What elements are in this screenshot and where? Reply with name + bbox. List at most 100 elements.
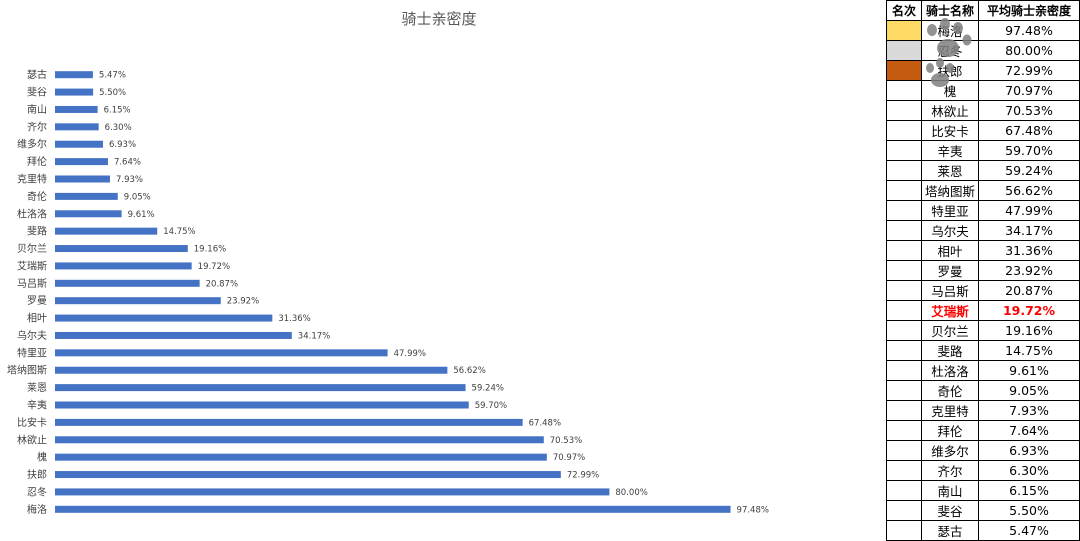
table-row: 相叶 31.36% [887, 240, 1080, 260]
table-row: 梅洛 97.48% [887, 20, 1080, 40]
intimacy-value-cell: 67.48% [979, 120, 1080, 140]
category-label: 槐 [37, 451, 47, 464]
bar [55, 471, 561, 478]
category-label: 莱恩 [27, 382, 47, 394]
data-label: 70.97% [553, 453, 585, 463]
table-row: 莱恩 59.24% [887, 160, 1080, 180]
intimacy-value-cell: 70.53% [979, 100, 1080, 120]
bar [55, 315, 272, 322]
knight-name-cell: 艾瑞斯 [922, 300, 979, 320]
table-row: 斐路 14.75% [887, 340, 1080, 360]
header-rank: 名次 [887, 1, 922, 21]
bar [55, 488, 609, 495]
intimacy-value-cell: 5.50% [979, 500, 1080, 520]
table-row: 槐 70.97% [887, 80, 1080, 100]
rank-cell [887, 120, 922, 140]
category-label: 瑟古 [27, 68, 47, 81]
bar [55, 210, 122, 217]
knight-name-cell: 相叶 [922, 240, 979, 260]
bar [55, 332, 292, 339]
table-row: 南山 6.15% [887, 480, 1080, 500]
bar [55, 228, 157, 235]
category-label: 比安卡 [17, 416, 47, 429]
bar [55, 384, 466, 391]
paw-print-icon [918, 16, 978, 88]
bar [55, 71, 93, 78]
intimacy-value-cell: 59.24% [979, 160, 1080, 180]
table-row: 杜洛洛 9.61% [887, 360, 1080, 380]
rank-cell [887, 520, 922, 540]
table-row: 辛夷 59.70% [887, 140, 1080, 160]
intimacy-value-cell: 31.36% [979, 240, 1080, 260]
category-label: 艾瑞斯 [17, 259, 47, 272]
data-label: 72.99% [567, 471, 599, 481]
knight-name-cell: 马吕斯 [922, 280, 979, 300]
data-label: 34.17% [298, 331, 330, 341]
category-label: 维多尔 [17, 138, 47, 151]
bar [55, 176, 110, 183]
bar [55, 158, 108, 165]
bar-chart: 瑟古 5.47% 斐谷 5.50% 南山 6.15% 齐尔 6.30% 维多尔 6.93% 拜伦 7.… [0, 0, 878, 531]
data-label: 80.00% [615, 488, 647, 498]
intimacy-value-cell: 20.87% [979, 280, 1080, 300]
knight-name-cell: 比安卡 [922, 120, 979, 140]
table-row: 瑟古 5.47% [887, 520, 1080, 540]
bar [55, 506, 731, 513]
intimacy-value-cell: 80.00% [979, 40, 1080, 60]
data-label: 97.48% [737, 505, 769, 515]
rank-cell [887, 180, 922, 200]
knight-name-cell: 齐尔 [922, 460, 979, 480]
data-label: 5.47% [99, 71, 126, 81]
bar [55, 89, 93, 96]
category-label: 斐路 [27, 225, 47, 238]
bar [55, 297, 221, 304]
knight-name-cell: 斐路 [922, 340, 979, 360]
data-label: 9.05% [124, 192, 151, 202]
category-label: 乌尔夫 [17, 329, 47, 342]
intimacy-value-cell: 70.97% [979, 80, 1080, 100]
table-row: 斐谷 5.50% [887, 500, 1080, 520]
rank-cell [887, 200, 922, 220]
rank-cell [887, 480, 922, 500]
category-label: 相叶 [27, 312, 47, 325]
bar [55, 367, 447, 374]
rank-cell [887, 500, 922, 520]
category-label: 南山 [27, 103, 47, 116]
table-header-row: 名次 骑士名称 平均骑士亲密度 [887, 1, 1080, 21]
table-row: 乌尔夫 34.17% [887, 220, 1080, 240]
intimacy-value-cell: 72.99% [979, 60, 1080, 80]
bar [55, 141, 103, 148]
table-row: 马吕斯 20.87% [887, 280, 1080, 300]
knight-name-cell: 克里特 [922, 400, 979, 420]
rank-cell [887, 440, 922, 460]
bar [55, 419, 523, 426]
data-label: 31.36% [278, 314, 310, 324]
category-label: 特里亚 [17, 347, 47, 359]
intimacy-value-cell: 34.17% [979, 220, 1080, 240]
table-body: 梅洛97.48%忍冬80.00%扶郎72.99%槐70.97%林欲止70.53%… [887, 20, 1080, 540]
category-label: 齐尔 [27, 120, 47, 133]
data-label: 5.50% [99, 88, 126, 98]
rank-cell [887, 380, 922, 400]
data-label: 23.92% [227, 297, 259, 307]
intimacy-value-cell: 59.70% [979, 140, 1080, 160]
knight-name-cell: 瑟古 [922, 520, 979, 540]
ranking-table: 名次 骑士名称 平均骑士亲密度 梅洛97.48%忍冬80.00%扶郎72.99%… [886, 0, 1080, 541]
knight-name-cell: 南山 [922, 480, 979, 500]
data-label: 56.62% [453, 366, 485, 376]
category-label: 梅洛 [27, 503, 47, 516]
bar [55, 349, 388, 356]
category-label: 林欲止 [17, 433, 47, 446]
table-row: 齐尔 6.30% [887, 460, 1080, 480]
data-label: 47.99% [394, 349, 426, 359]
knight-name-cell: 罗曼 [922, 260, 979, 280]
rank-cell [887, 300, 922, 320]
table-row: 克里特 7.93% [887, 400, 1080, 420]
data-label: 67.48% [529, 418, 561, 428]
data-label: 59.70% [475, 401, 507, 411]
intimacy-value-cell: 9.05% [979, 380, 1080, 400]
category-label: 辛夷 [27, 399, 47, 412]
data-label: 59.24% [472, 384, 504, 394]
bar [55, 193, 118, 200]
